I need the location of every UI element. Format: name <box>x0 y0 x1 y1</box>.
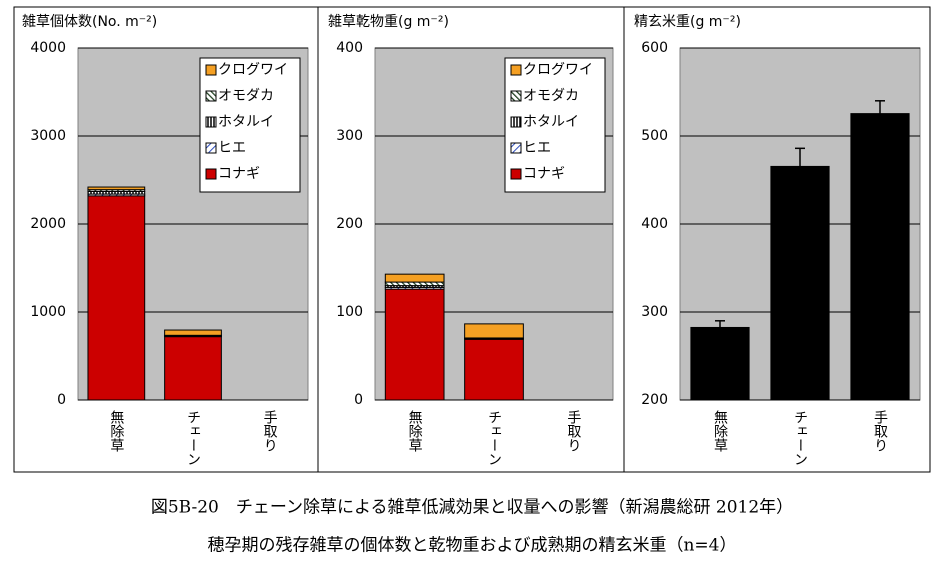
legend-label: コナギ <box>218 166 260 182</box>
y-tick-label: 0 <box>354 392 363 408</box>
x-tick-label: 手取り <box>262 410 278 452</box>
caption: 図5B-20 チェーン除草による雑草低減効果と収量への影響（新潟農総研 2012… <box>151 498 793 518</box>
legend-label: ヒエ <box>523 140 551 156</box>
legend-swatch <box>511 65 521 75</box>
y-tick-label: 1000 <box>30 304 66 320</box>
bar-segment <box>88 196 145 400</box>
legend-label: オモダカ <box>218 88 274 104</box>
bar-segment <box>465 339 524 400</box>
bar-segment <box>465 324 524 338</box>
legend: コナギ ヒエ ホタルイ オモダカ クログワイ <box>505 58 605 192</box>
legend-swatch <box>511 91 521 101</box>
x-tick-label: 無除草 <box>108 410 124 452</box>
legend-swatch <box>206 169 216 179</box>
bar <box>690 327 749 400</box>
bar <box>850 113 909 400</box>
legend-label: ヒエ <box>218 140 246 156</box>
bar-segment <box>385 274 444 282</box>
bar-segment <box>88 187 145 190</box>
y-tick-label: 3000 <box>30 128 66 144</box>
legend-label: クログワイ <box>218 62 288 78</box>
bar-segment <box>165 337 222 400</box>
bar-segment <box>165 330 222 335</box>
y-tick-label: 400 <box>336 40 363 56</box>
bar-segment <box>385 282 444 286</box>
legend: コナギ ヒエ ホタルイ オモダカ クログワイ <box>200 58 300 192</box>
legend-swatch <box>511 143 521 153</box>
chart-title: 精玄米重(g m⁻²) <box>634 13 741 30</box>
x-tick-label: チェーン <box>792 410 808 466</box>
y-tick-label: 600 <box>641 40 668 56</box>
legend-swatch <box>206 91 216 101</box>
y-tick-label: 2000 <box>30 216 66 232</box>
legend-swatch <box>206 65 216 75</box>
x-tick-label: チェーン <box>185 410 201 466</box>
x-tick-label: 無除草 <box>712 410 728 452</box>
y-tick-label: 100 <box>336 304 363 320</box>
y-tick-label: 4000 <box>30 40 66 56</box>
y-tick-label: 500 <box>641 128 668 144</box>
legend-swatch <box>206 117 216 127</box>
y-tick-label: 300 <box>336 128 363 144</box>
bar <box>770 166 829 400</box>
y-tick-label: 200 <box>641 392 668 408</box>
y-tick-label: 200 <box>336 216 363 232</box>
legend-label: オモダカ <box>523 88 579 104</box>
legend-swatch <box>206 143 216 153</box>
caption: 穂孕期の残存雑草の個体数と乾物重および成熟期の精玄米重（n=4） <box>207 535 736 556</box>
legend-label: クログワイ <box>523 62 593 78</box>
legend-label: ホタルイ <box>218 114 274 130</box>
legend-label: ホタルイ <box>523 114 579 130</box>
x-tick-label: チェーン <box>486 410 502 466</box>
y-tick-label: 400 <box>641 216 668 232</box>
x-tick-label: 無除草 <box>407 410 423 452</box>
legend-swatch <box>511 117 521 127</box>
legend-swatch <box>511 169 521 179</box>
bar-segment <box>385 289 444 400</box>
x-tick-label: 手取り <box>565 410 581 452</box>
chart-title: 雑草乾物重(g m⁻²) <box>328 14 449 30</box>
y-tick-label: 0 <box>57 392 66 408</box>
chart-title: 雑草個体数(No. m⁻²) <box>22 14 157 30</box>
legend-label: コナギ <box>523 166 565 182</box>
x-tick-label: 手取り <box>872 410 888 452</box>
y-tick-label: 300 <box>641 304 668 320</box>
